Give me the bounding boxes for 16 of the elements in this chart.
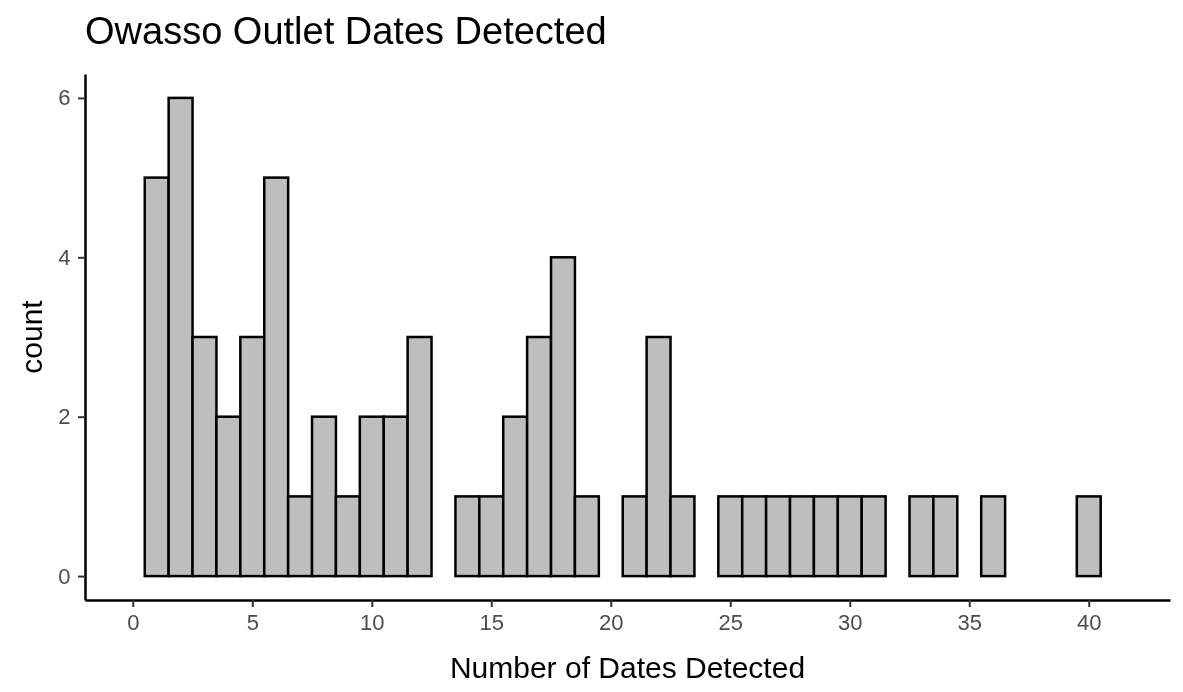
x-tick-label: 15 xyxy=(479,609,505,635)
y-tick-label: 4 xyxy=(58,244,71,270)
y-tick-label: 2 xyxy=(58,404,71,430)
chart-title: Owasso Outlet Dates Detected xyxy=(85,10,607,52)
y-tick-label: 6 xyxy=(58,85,71,111)
x-tick-label: 20 xyxy=(599,609,624,635)
y-axis-title: count xyxy=(15,299,48,374)
x-tick-label: 30 xyxy=(838,609,863,635)
x-tick-label: 5 xyxy=(246,609,259,635)
x-tick-label: 25 xyxy=(718,609,744,635)
x-tick-label: 40 xyxy=(1077,609,1102,635)
x-axis-title: Number of Dates Detected xyxy=(449,651,806,684)
y-tick-label: 0 xyxy=(58,563,71,589)
x-tick-label: 10 xyxy=(360,609,385,635)
x-tick-label: 35 xyxy=(957,609,982,635)
x-tick-label: 0 xyxy=(127,609,140,635)
